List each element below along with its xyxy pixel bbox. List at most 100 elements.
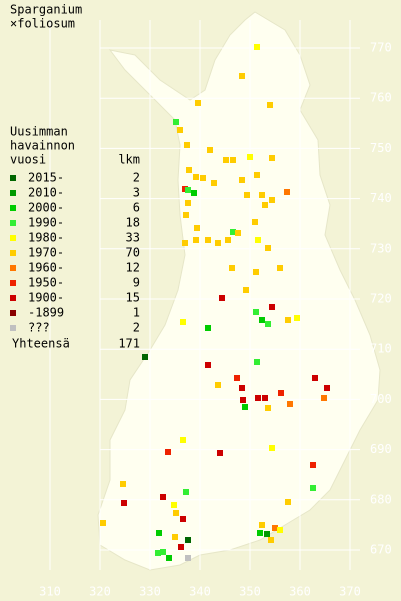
observation: [177, 127, 183, 133]
observation: [215, 382, 221, 388]
observation: [259, 522, 265, 528]
observation: [244, 192, 250, 198]
observation: [234, 375, 240, 381]
y-label: 740: [370, 191, 392, 205]
observation: [239, 73, 245, 79]
observation: [254, 359, 260, 365]
observation: [193, 237, 199, 243]
observation: [265, 321, 271, 327]
observation: [230, 157, 236, 163]
legend-swatch: [10, 325, 16, 331]
legend-count-header: lkm: [118, 153, 140, 167]
x-label: 350: [239, 585, 261, 599]
observation: [171, 502, 177, 508]
total-count: 171: [118, 337, 140, 351]
observation: [310, 462, 316, 468]
observation: [160, 494, 166, 500]
observation: [180, 437, 186, 443]
observation: [230, 229, 236, 235]
observation: [142, 354, 148, 360]
observation: [155, 550, 161, 556]
observation: [160, 549, 166, 555]
observation: [185, 537, 191, 543]
legend-label: 2010-: [28, 186, 64, 200]
observation: [217, 450, 223, 456]
legend-label: -1899: [28, 306, 64, 320]
legend-count: 6: [133, 201, 140, 215]
observation: [285, 499, 291, 505]
y-label: 770: [370, 41, 392, 55]
observation: [156, 530, 162, 536]
legend-swatch: [10, 220, 16, 226]
legend-swatch: [10, 250, 16, 256]
observation: [239, 385, 245, 391]
observation: [121, 500, 127, 506]
observation: [253, 309, 259, 315]
x-label: 330: [139, 585, 161, 599]
observation: [215, 240, 221, 246]
observation: [166, 555, 172, 561]
legend-swatch: [10, 235, 16, 241]
observation: [269, 197, 275, 203]
legend-label: 1990-: [28, 216, 64, 230]
observation: [272, 525, 278, 531]
legend-swatch: [10, 310, 16, 316]
legend-label: 1950-: [28, 276, 64, 290]
title: Sparganium: [10, 3, 82, 17]
y-label: 720: [370, 292, 392, 306]
observation: [180, 319, 186, 325]
observation: [195, 100, 201, 106]
legend-heading: havainnon: [10, 139, 75, 153]
observation: [239, 177, 245, 183]
legend-count: 15: [126, 291, 140, 305]
observation: [173, 119, 179, 125]
observation: [225, 237, 231, 243]
legend-swatch: [10, 295, 16, 301]
observation: [312, 375, 318, 381]
legend-count: 18: [126, 216, 140, 230]
observation: [254, 44, 260, 50]
observation: [207, 147, 213, 153]
x-label: 320: [89, 585, 111, 599]
y-label: 680: [370, 492, 392, 506]
legend-count: 2: [133, 321, 140, 335]
observation: [229, 265, 235, 271]
legend-label: 2015-: [28, 171, 64, 185]
y-label: 670: [370, 543, 392, 557]
observations: [100, 44, 330, 561]
observation: [240, 397, 246, 403]
observation: [285, 317, 291, 323]
legend-heading: vuosi: [10, 153, 46, 167]
observation: [259, 317, 265, 323]
observation: [257, 530, 263, 536]
observation: [185, 555, 191, 561]
observation: [321, 395, 327, 401]
legend-swatch: [10, 175, 16, 181]
x-label: 370: [339, 585, 361, 599]
y-label: 700: [370, 392, 392, 406]
observation: [254, 172, 260, 178]
observation: [205, 325, 211, 331]
subtitle: ×foliosum: [10, 17, 75, 31]
legend-swatch: [10, 205, 16, 211]
legend-heading: Uusimman: [10, 125, 68, 139]
observation: [247, 154, 253, 160]
observation: [287, 401, 293, 407]
legend-label: 1900-: [28, 291, 64, 305]
observation: [172, 534, 178, 540]
observation: [193, 174, 199, 180]
observation: [310, 485, 316, 491]
observation: [255, 395, 261, 401]
observation: [278, 390, 284, 396]
observation: [253, 269, 259, 275]
observation: [100, 520, 106, 526]
observation: [183, 489, 189, 495]
observation: [294, 315, 300, 321]
legend-swatch: [10, 280, 16, 286]
observation: [185, 200, 191, 206]
x-label: 310: [39, 585, 61, 599]
observation: [242, 404, 248, 410]
